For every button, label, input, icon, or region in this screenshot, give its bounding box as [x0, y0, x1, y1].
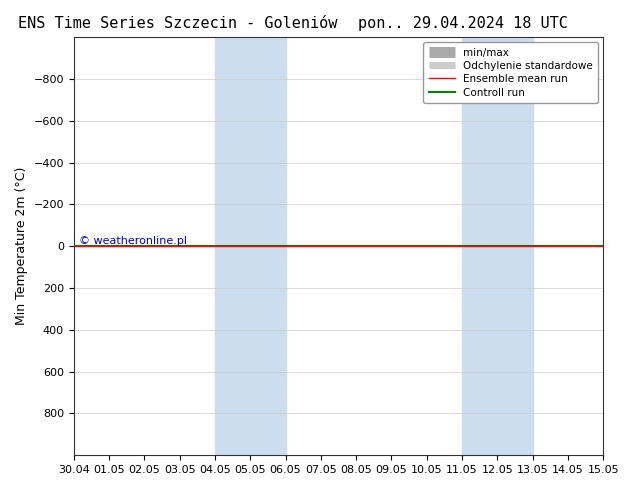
- Text: pon.. 29.04.2024 18 UTC: pon.. 29.04.2024 18 UTC: [358, 16, 568, 31]
- Bar: [250, 37, 285, 455]
- Bar: [215, 37, 250, 455]
- Text: ENS Time Series Szczecin - Goleniów: ENS Time Series Szczecin - Goleniów: [18, 16, 337, 31]
- Legend: min/max, Odchylenie standardowe, Ensemble mean run, Controll run: min/max, Odchylenie standardowe, Ensembl…: [424, 42, 598, 103]
- Y-axis label: Min Temperature 2m (°C): Min Temperature 2m (°C): [15, 167, 28, 325]
- Text: © weatheronline.pl: © weatheronline.pl: [79, 236, 187, 246]
- Bar: [462, 37, 497, 455]
- Bar: [497, 37, 533, 455]
